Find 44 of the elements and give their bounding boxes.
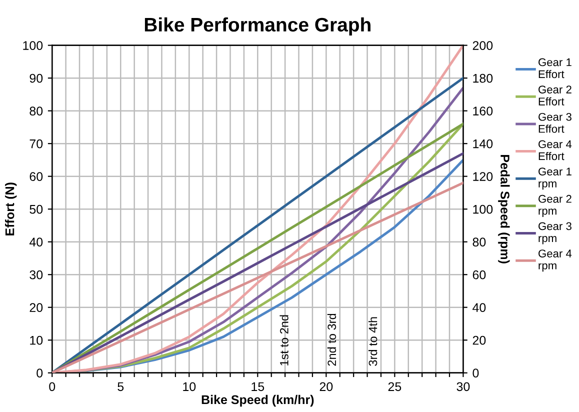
y-tick-label: 20 [30,303,43,312]
legend-label: Gear 2 rpm [538,194,572,217]
x-tick-label: 15 [252,382,264,392]
y-tick-label: 70 [30,139,43,148]
annotation: 2nd to 3rd [327,314,336,366]
y-tick-label: 100 [23,41,43,50]
y-axis-title: Effort (N) [5,182,17,236]
x-tick-label: 20 [320,382,333,392]
y2-tick-label: 20 [472,336,486,345]
legend-label: Gear 1 rpm [538,168,572,190]
x-tick-label: 10 [183,382,196,392]
x-tick-label: 5 [118,382,124,392]
legend-label: Gear 1 Effort [538,58,572,78]
y2-tick-label: 100 [473,204,493,214]
y2-tick-label: 200 [472,41,493,50]
y-tick-label: 10 [30,336,43,345]
y2-axis-title: Pedal Speed (rpm) [498,155,510,264]
legend-label: Gear 3 Effort [538,112,572,133]
y2-tick-label: 40 [472,303,486,312]
y2-tick-label: 120 [473,172,493,181]
y-tick-label: 40 [29,238,43,246]
chart-title: Bike Performance Graph [144,17,370,36]
y2-tick-label: 80 [472,238,486,246]
y-tick-label: 30 [30,270,43,280]
y-tick-label: 90 [30,74,43,83]
annotation: 3rd to 4th [368,317,378,366]
y2-tick-label: 0 [472,368,479,378]
x-axis-title: Bike Speed (km/hr) [202,394,314,407]
y-tick-label: 60 [30,172,43,181]
legend-label: Gear 4 rpm [538,250,572,272]
y-tick-label: 0 [36,368,43,378]
x-tick-label: 0 [49,382,56,392]
y2-tick-label: 60 [472,270,486,280]
annotation: 1st to 2nd [280,315,288,366]
legend-label: Gear 3 rpm [538,222,572,244]
x-tick-label: 25 [388,382,402,392]
y-tick-label: 50 [30,204,43,214]
legend-label: Gear 2 Effort [538,86,572,106]
legend-label: Gear 4 Effort [538,140,572,160]
y-tick-label: 80 [30,106,43,116]
x-tick-label: 30 [456,382,470,392]
y2-tick-label: 140 [473,139,493,148]
y2-tick-label: 160 [473,106,493,116]
y2-tick-label: 180 [473,74,493,83]
